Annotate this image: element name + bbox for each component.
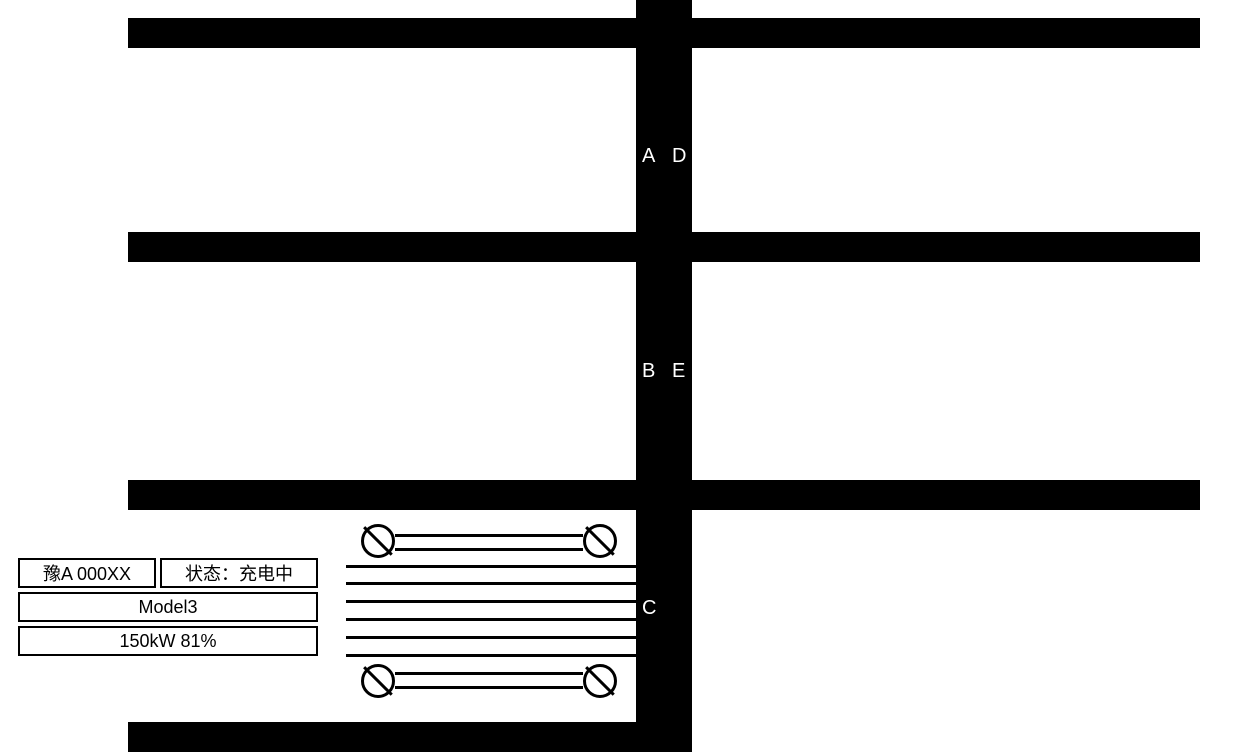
car-wheel-icon bbox=[361, 664, 395, 698]
car-axle-line bbox=[395, 534, 583, 537]
car-wheel-icon bbox=[361, 524, 395, 558]
car-wheel-icon bbox=[583, 524, 617, 558]
slot-label-a: A bbox=[642, 145, 655, 168]
bar-right-2 bbox=[692, 480, 1200, 510]
car-axle-line bbox=[395, 672, 583, 675]
bar-left-2 bbox=[128, 480, 636, 510]
car-body-line bbox=[346, 600, 636, 603]
car-icon bbox=[346, 524, 636, 704]
car-body-line bbox=[346, 654, 636, 657]
slot-label-d: D bbox=[672, 145, 686, 168]
info-plate: 豫A 000XX bbox=[18, 558, 156, 588]
info-power: 150kW 81% bbox=[18, 626, 318, 656]
car-body-line bbox=[346, 636, 636, 639]
slot-label-e: E bbox=[672, 360, 685, 383]
bar-left-0 bbox=[128, 18, 636, 48]
bar-right-1 bbox=[692, 232, 1200, 262]
bar-left-1 bbox=[128, 232, 636, 262]
car-body-line bbox=[346, 565, 636, 568]
info-status: 状态：充电中 bbox=[160, 558, 318, 588]
bar-right-0 bbox=[692, 18, 1200, 48]
info-model: Model3 bbox=[18, 592, 318, 622]
car-body-line bbox=[346, 582, 636, 585]
bar-left-3 bbox=[128, 722, 636, 752]
slot-label-c: C bbox=[642, 597, 656, 620]
car-axle-line bbox=[395, 548, 583, 551]
car-body-line bbox=[346, 618, 636, 621]
car-wheel-icon bbox=[583, 664, 617, 698]
car-axle-line bbox=[395, 686, 583, 689]
slot-label-b: B bbox=[642, 360, 655, 383]
